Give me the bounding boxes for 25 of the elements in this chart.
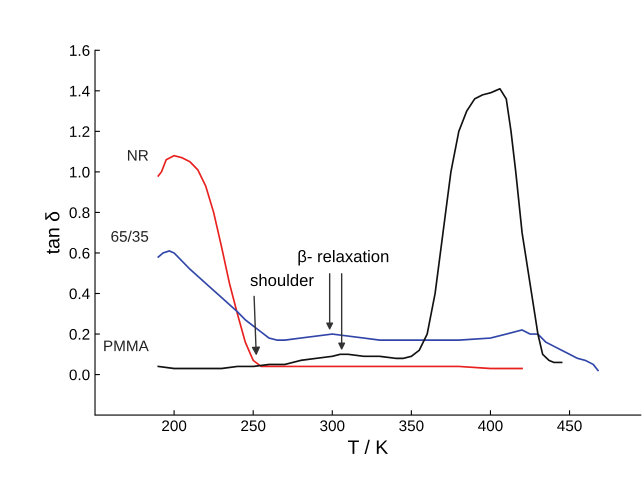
x-tick-label: 450 — [557, 420, 582, 432]
annotation: β- relaxation — [298, 250, 388, 266]
x-tick-label: 350 — [399, 420, 424, 432]
y-axis-title: tan δ — [45, 212, 60, 254]
x-tick-label: 200 — [162, 420, 186, 432]
y-tick-label: 0.4 — [70, 288, 90, 300]
annotation: shoulder — [250, 274, 314, 286]
y-tick-label: 0.0 — [70, 369, 90, 380]
x-axis-title: T / K — [348, 440, 388, 454]
y-tick-label: 0.8 — [70, 207, 90, 218]
x-tick-label: 300 — [320, 420, 344, 432]
series-label: NR — [128, 150, 148, 161]
y-tick-label: 1.0 — [70, 166, 90, 178]
y-tick-label: 0.2 — [70, 328, 90, 340]
series-label: 65/35 — [111, 230, 148, 242]
y-tick-label: 1.4 — [70, 86, 90, 96]
x-tick-label: 400 — [478, 420, 503, 432]
x-tick-label: 250 — [241, 420, 266, 432]
y-tick-label: 1.6 — [70, 45, 90, 56]
line-series — [157, 88, 562, 370]
series-label: PMMA — [104, 340, 149, 352]
y-tick-label: 0.6 — [70, 248, 90, 259]
line-series — [157, 250, 599, 372]
line-series — [157, 154, 523, 370]
y-tick-label: 1.2 — [70, 126, 90, 137]
